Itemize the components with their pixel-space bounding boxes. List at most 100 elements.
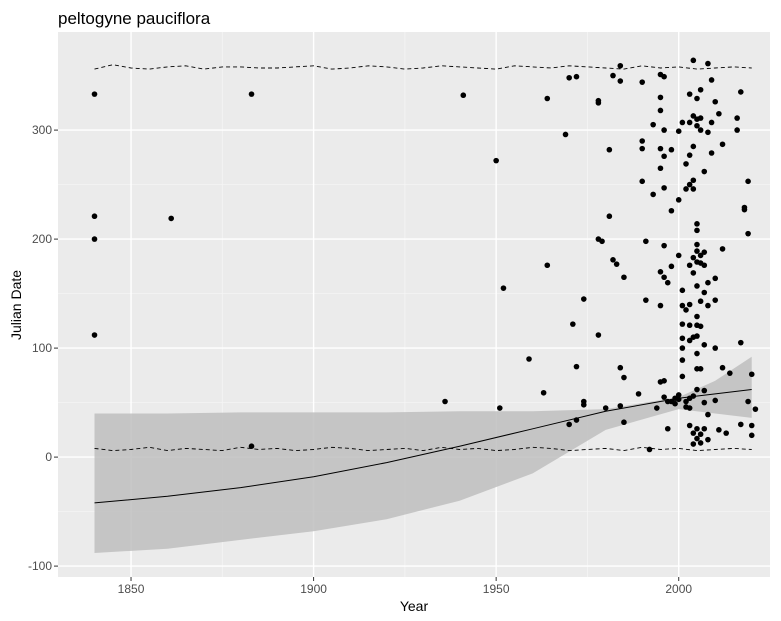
data-point <box>668 263 675 270</box>
data-point <box>526 356 532 362</box>
data-point <box>723 430 729 436</box>
data-point <box>686 262 693 269</box>
data-point <box>694 283 700 289</box>
data-point <box>683 307 689 313</box>
data-point <box>675 396 682 403</box>
data-point <box>690 113 697 119</box>
data-point <box>573 417 580 423</box>
data-point <box>690 441 697 447</box>
data-point <box>701 249 708 255</box>
data-point <box>602 405 609 411</box>
data-point <box>737 89 744 95</box>
x-tick-label: 1850 <box>118 582 145 596</box>
data-point <box>570 321 576 327</box>
data-point <box>566 74 572 81</box>
data-point <box>654 405 660 411</box>
data-point <box>621 374 627 381</box>
data-point <box>686 91 693 97</box>
data-point <box>646 446 653 453</box>
data-point <box>683 398 689 405</box>
data-point <box>617 403 624 409</box>
y-tick-label: 100 <box>32 341 52 355</box>
data-point <box>690 393 697 399</box>
data-point <box>248 443 255 450</box>
data-point <box>679 302 686 309</box>
data-point <box>697 323 704 330</box>
data-point <box>664 279 671 286</box>
data-point <box>686 322 693 329</box>
data-point <box>752 406 759 412</box>
data-point <box>679 119 686 126</box>
data-point <box>639 145 646 152</box>
data-point <box>679 321 686 327</box>
data-point <box>168 215 174 222</box>
data-point <box>705 436 711 443</box>
data-point <box>617 364 624 371</box>
data-point <box>697 366 704 372</box>
data-point <box>712 275 719 282</box>
data-point <box>657 302 664 309</box>
data-point <box>705 302 711 309</box>
data-point <box>694 313 700 320</box>
data-point <box>573 73 580 80</box>
data-point <box>610 257 616 263</box>
data-point <box>701 399 708 406</box>
data-point <box>708 119 715 126</box>
data-point <box>694 221 700 227</box>
y-tick-label: 0 <box>45 450 52 464</box>
data-point <box>701 168 708 175</box>
data-point <box>697 298 704 305</box>
data-point <box>697 252 704 259</box>
data-point <box>694 333 700 339</box>
data-point <box>650 191 656 198</box>
data-point <box>686 301 693 308</box>
data-point <box>686 337 693 344</box>
data-point <box>643 297 649 303</box>
trend-line <box>94 389 752 504</box>
data-point <box>708 150 715 156</box>
data-point <box>686 119 693 126</box>
y-tick-label: 300 <box>32 123 52 137</box>
data-point <box>599 238 605 245</box>
data-point <box>683 161 689 167</box>
data-point <box>595 100 602 106</box>
data-point <box>643 238 649 245</box>
data-point <box>639 138 646 144</box>
data-point <box>621 419 627 426</box>
data-point <box>686 152 693 158</box>
data-point <box>697 127 704 133</box>
y-tick-label: 200 <box>32 232 52 246</box>
data-point <box>460 92 467 99</box>
data-point <box>661 274 667 281</box>
data-point <box>694 350 700 357</box>
data-point <box>657 107 664 114</box>
data-point <box>748 422 755 429</box>
data-point <box>500 285 507 291</box>
data-point <box>672 400 678 407</box>
data-point <box>694 95 700 102</box>
x-axis-title: Year <box>400 598 429 614</box>
data-point <box>635 391 642 397</box>
data-point <box>690 270 697 276</box>
data-point <box>686 181 693 188</box>
data-point <box>734 127 740 133</box>
data-point <box>712 98 719 105</box>
data-point <box>748 371 755 378</box>
data-point <box>675 392 682 398</box>
data-point <box>544 95 551 102</box>
data-point <box>668 207 675 214</box>
data-point <box>716 110 722 117</box>
data-point <box>705 279 711 286</box>
data-point <box>661 378 667 384</box>
y-axis-ticks: -100 0 100 200 300 <box>28 123 58 573</box>
data-point <box>690 430 697 436</box>
data-point <box>595 332 602 338</box>
data-point <box>697 440 704 446</box>
y-tick-label: -100 <box>28 559 52 573</box>
data-point <box>661 127 667 133</box>
data-point <box>734 115 740 121</box>
data-point <box>686 422 693 429</box>
data-point <box>650 121 656 128</box>
data-point <box>719 246 726 252</box>
